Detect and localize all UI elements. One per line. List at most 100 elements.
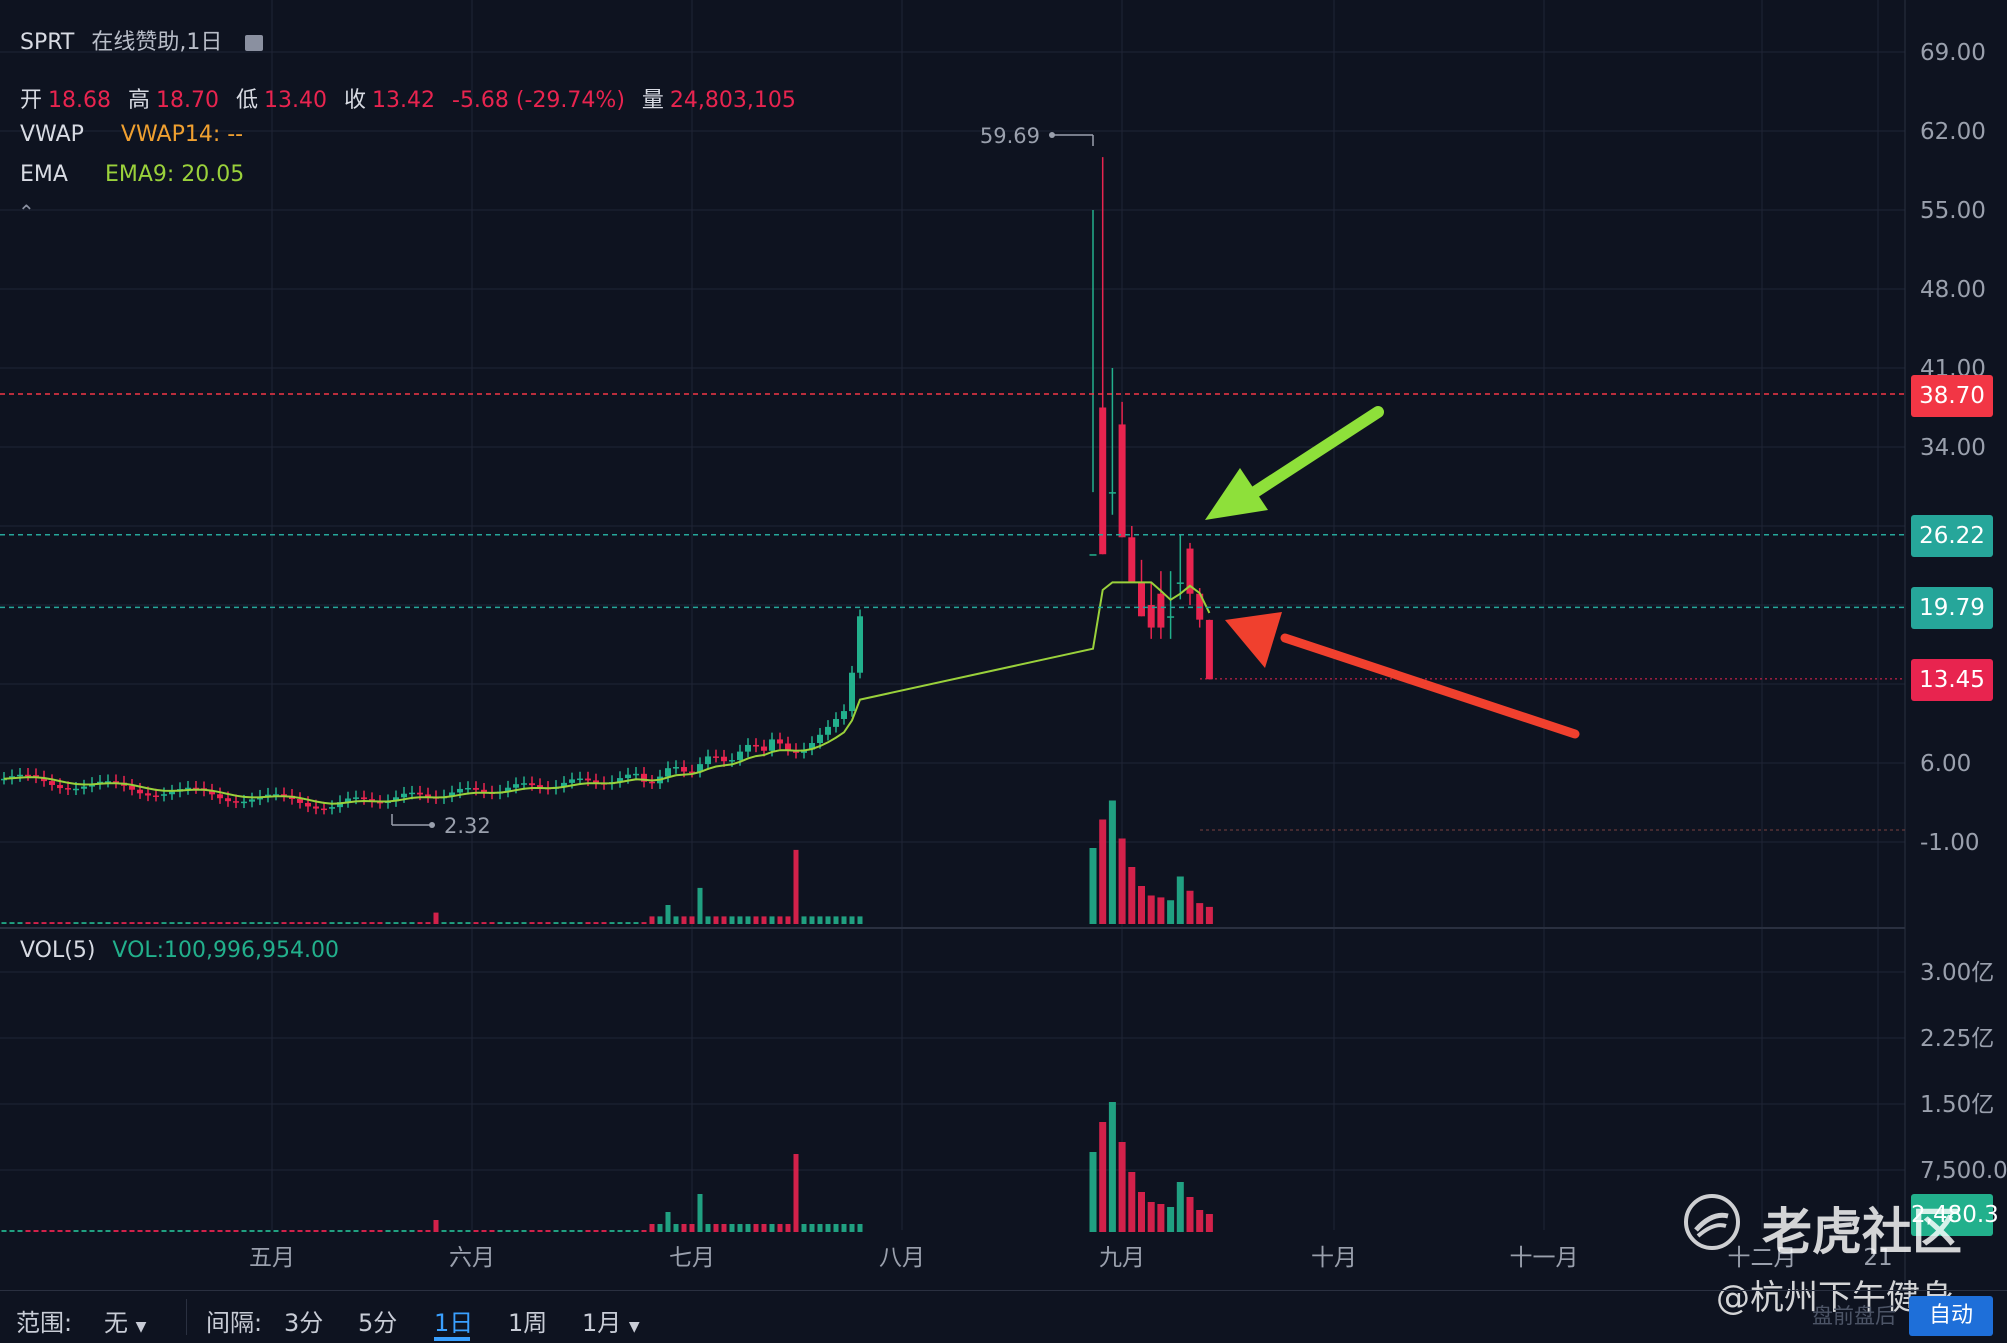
candle-body — [393, 797, 399, 802]
candle-body — [473, 787, 479, 790]
volume-bar — [1196, 1210, 1204, 1232]
interval-5m[interactable]: 5分 — [358, 1309, 398, 1337]
info-icon[interactable] — [245, 35, 264, 51]
candle-body — [857, 616, 863, 673]
ohlc-row: 开 18.68 高 18.70 低 13.40 收 13.42 -5.68 (-29.7… — [20, 82, 806, 114]
volume-overlay-bar — [49, 922, 55, 924]
low-value: 13.40 — [264, 88, 327, 113]
volume-bar — [337, 1230, 343, 1232]
volume-bar — [809, 1224, 815, 1232]
price-axis-label: 62.00 — [1920, 119, 1986, 145]
volume-bar — [289, 1230, 295, 1232]
volume-bar — [649, 1224, 655, 1232]
candle-body — [1, 778, 7, 781]
candle-body — [777, 739, 783, 744]
volume-bar — [65, 1230, 71, 1232]
pre-post-market-toggle[interactable]: 盘前盘后 — [1812, 1304, 1896, 1328]
volume-bar — [1, 1230, 7, 1232]
volume-bar — [137, 1230, 143, 1232]
volume-overlay-bar — [73, 922, 79, 924]
candle-body — [417, 792, 423, 795]
volume-axis-label: 3.00亿 — [1920, 960, 1994, 986]
volume-bar — [633, 1230, 639, 1232]
caret-up-icon[interactable]: ⌃ — [18, 200, 35, 224]
volume-overlay-bar — [1138, 886, 1145, 924]
volume-bar — [705, 1224, 711, 1232]
volume-bar — [697, 1194, 703, 1232]
volume-bar — [425, 1230, 431, 1232]
volume-bar — [513, 1230, 519, 1232]
volume-bar — [529, 1230, 535, 1232]
volume-header: VOL(5) VOL:100,996,954.00 — [20, 938, 349, 963]
volume-overlay-bar — [633, 922, 639, 924]
volume-overlay-bar — [169, 922, 175, 924]
volume-overlay-bar — [465, 922, 471, 924]
range-select[interactable]: 无 ▼ — [104, 1309, 147, 1337]
volume-bar — [177, 1230, 183, 1232]
volume-overlay-bar — [489, 922, 495, 924]
volume-overlay-bar — [609, 922, 615, 924]
volume-overlay-bar — [505, 922, 511, 924]
volume-overlay-bar — [105, 922, 111, 924]
volume-bar — [265, 1230, 271, 1232]
candle-body — [705, 756, 711, 765]
volume-bar — [673, 1224, 679, 1232]
volume-overlay-bar — [393, 922, 399, 924]
auto-scale-button[interactable]: 自动 — [1909, 1296, 1993, 1336]
volume-overlay-bar — [1196, 903, 1204, 924]
volume-overlay-bar — [129, 922, 135, 924]
interval-1d[interactable]: 1日 — [434, 1309, 474, 1337]
close-label: 收 — [344, 88, 367, 113]
candle-body — [561, 782, 567, 787]
price-tag-13-45: 13.45 — [1911, 659, 1993, 701]
candle-body — [449, 792, 455, 797]
price-tag-19-79: 19.79 — [1911, 587, 1993, 629]
month-label: 十一月 — [1510, 1245, 1579, 1271]
green-arrow-shaft — [1229, 406, 1384, 511]
volume-overlay-bar — [1118, 838, 1126, 924]
volume-bar — [385, 1230, 391, 1232]
candle-body — [577, 778, 583, 781]
candle-body — [513, 784, 519, 788]
month-label: 五月 — [249, 1245, 295, 1271]
candle-body — [1176, 582, 1184, 584]
volume-bar — [241, 1230, 247, 1232]
volume-overlay-bar — [225, 922, 231, 924]
vwap-row[interactable]: VWAP VWAP14: -- — [20, 122, 253, 147]
ema-row[interactable]: EMA EMA9: 20.05 — [20, 162, 254, 187]
volume-bar — [1108, 1102, 1116, 1232]
candle-body — [185, 787, 191, 790]
volume-bar — [281, 1230, 287, 1232]
volume-bar — [777, 1224, 783, 1232]
volume-overlay-bar — [745, 916, 751, 924]
candle-body — [457, 788, 463, 793]
interval-label: 间隔: — [206, 1309, 263, 1337]
volume-overlay-bar — [545, 922, 551, 924]
volume-bar — [729, 1224, 735, 1232]
volume-overlay-bar — [425, 922, 431, 924]
volume-bar — [57, 1230, 63, 1232]
volume-bar — [841, 1224, 847, 1232]
volume-overlay-bar — [1157, 897, 1165, 924]
interval-1w[interactable]: 1周 — [508, 1309, 548, 1337]
active-interval-indicator — [434, 1337, 470, 1341]
candle-body — [1108, 492, 1116, 494]
volume-overlay-bar — [369, 922, 375, 924]
volume-overlay-bar — [857, 916, 863, 924]
candle-body — [409, 792, 415, 795]
candle-body — [737, 751, 743, 761]
candle-body — [649, 781, 655, 784]
candle-body — [569, 779, 575, 783]
candle-body — [753, 744, 759, 747]
candle-body — [209, 790, 215, 795]
volume-overlay-bar — [89, 922, 95, 924]
ema-value: EMA9: 20.05 — [104, 162, 245, 187]
low-marker-dot — [429, 822, 435, 828]
volume-bar — [345, 1230, 351, 1232]
candle-body — [321, 808, 327, 811]
interval-1mo[interactable]: 1月 ▼ — [582, 1309, 640, 1337]
candle-body — [281, 794, 287, 796]
high-marker-dot — [1049, 132, 1055, 138]
interval-3m[interactable]: 3分 — [284, 1309, 324, 1337]
